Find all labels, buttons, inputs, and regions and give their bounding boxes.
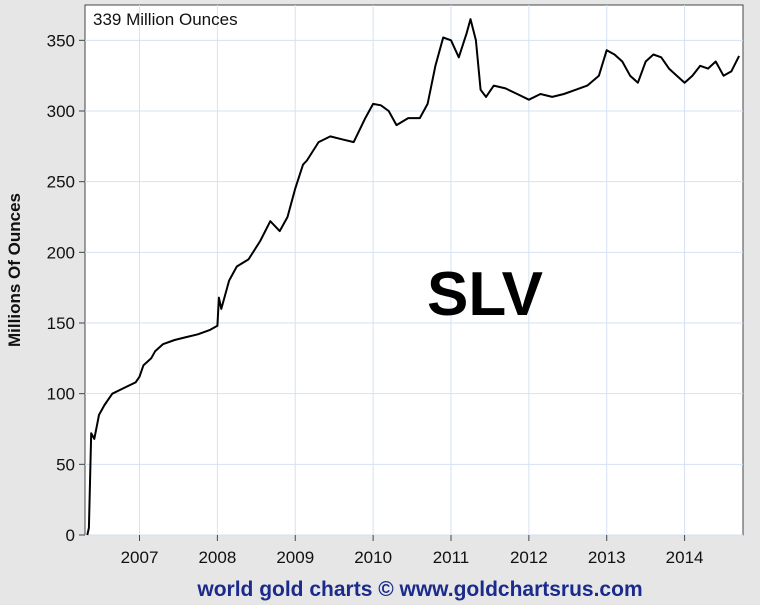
series-layer <box>86 18 740 536</box>
x-tick-label: 2008 <box>198 548 236 567</box>
y-tick-label: 200 <box>47 243 75 262</box>
slv-holdings-line <box>86 18 740 536</box>
y-tick-label: 250 <box>47 173 75 192</box>
y-tick-label: 0 <box>66 526 75 545</box>
grid-layer <box>85 5 743 536</box>
x-tick-label: 2011 <box>433 548 470 567</box>
footer-credit: world gold charts © www.goldchartsrus.co… <box>196 578 642 601</box>
y-tick-label: 50 <box>56 455 75 474</box>
y-tick-label: 350 <box>47 31 75 50</box>
x-tick-label: 2009 <box>276 548 314 567</box>
y-tick-label: 100 <box>47 385 75 404</box>
x-tick-label: 2007 <box>121 548 159 567</box>
y-tick-label: 300 <box>47 102 75 121</box>
x-tick-label: 2014 <box>666 548 704 567</box>
x-tick-label: 2012 <box>510 548 548 567</box>
x-tick-label: 2013 <box>588 548 626 567</box>
ticks-layer: 0 50 100 150 200 250 300 350 2007 2008 2009 2010 201… <box>47 31 704 567</box>
plot-area <box>84 4 744 536</box>
x-tick-label: 2010 <box>354 548 392 567</box>
slv-annotation: SLV <box>427 260 543 329</box>
y-axis-title: Millions Of Ounces <box>5 193 24 347</box>
status-label: 339 Million Ounces <box>93 10 238 29</box>
y-tick-label: 150 <box>47 314 75 333</box>
